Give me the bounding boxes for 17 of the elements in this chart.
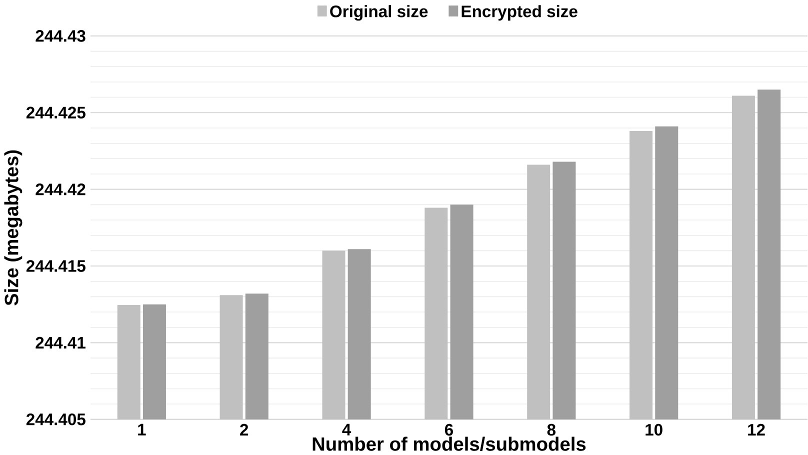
x-tick-label: 1 (138, 424, 146, 436)
y-tick-label: 244.42 (36, 183, 86, 195)
x-tick-label: 2 (240, 424, 248, 436)
y-axis-title: Size (megabytes) (4, 150, 22, 306)
x-tick-label: 12 (748, 424, 765, 436)
legend-label: Encrypted size (462, 4, 578, 20)
y-tick-label: 244.415 (26, 260, 86, 272)
y-tick-label: 244.405 (26, 413, 86, 426)
legend-label: Original size (330, 4, 428, 21)
y-tick-label: 244.43 (36, 30, 86, 42)
x-tick-label: 8 (547, 424, 556, 436)
x-axis-title: Number of models/submodels (312, 436, 586, 451)
x-tick-label: 4 (342, 424, 352, 436)
x-tick-label: 6 (444, 424, 453, 436)
y-tick-label: 244.425 (26, 106, 86, 118)
y-tick-label: 244.41 (36, 336, 86, 348)
x-tick-label: 10 (646, 424, 662, 436)
